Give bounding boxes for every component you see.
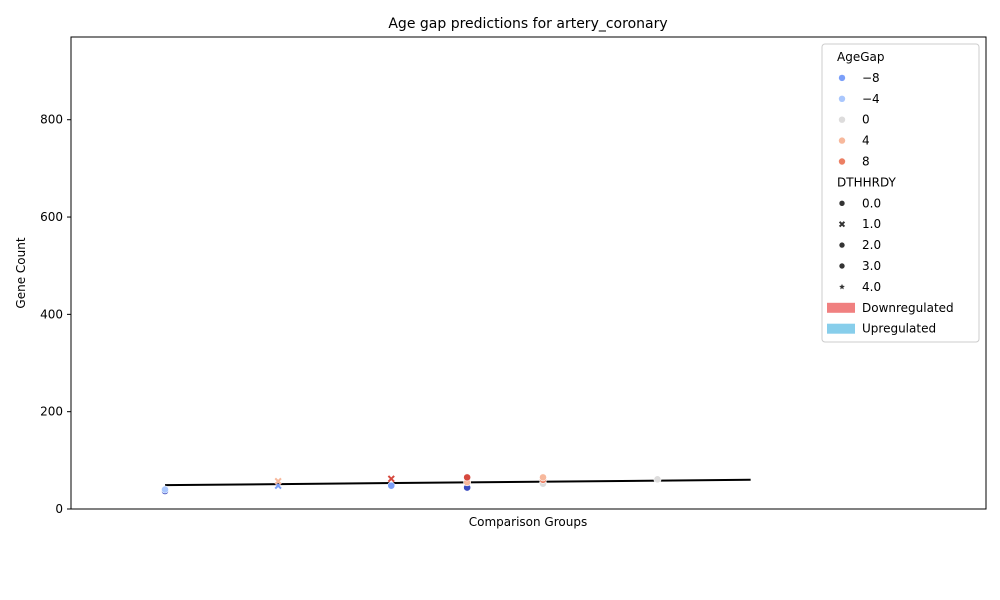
legend-style-label: 1.0 [862, 217, 881, 231]
y-axis-ticks: 0 200 400 600 800 [40, 113, 71, 516]
legend-style-title: DTHHRDY [837, 175, 897, 189]
y-tick-label: 800 [40, 113, 63, 127]
trend-line-group [164, 478, 751, 487]
legend-bar-label: Upregulated [862, 322, 936, 336]
legend-bar-swatch [827, 302, 855, 313]
chart-title: Age gap predictions for artery_coronary [388, 16, 667, 32]
legend-style-label: 0.0 [862, 196, 881, 210]
legend-style-marker [838, 241, 846, 249]
data-point [387, 481, 396, 490]
legend-hue-marker [838, 95, 846, 103]
legend-hue-marker [838, 74, 846, 82]
legend-hue-label: −4 [862, 92, 880, 106]
x-marker-stroke [838, 221, 846, 228]
legend-hue-marker [838, 137, 846, 144]
data-point [463, 473, 472, 482]
trend-line [164, 478, 751, 487]
legend-hue-label: −8 [862, 71, 880, 85]
legend-style-label: 3.0 [862, 259, 881, 273]
legend-style-marker [838, 262, 846, 270]
legend-hue-label: 4 [862, 134, 870, 148]
legend-hue-title: AgeGap [837, 50, 884, 64]
legend-style-marker [838, 200, 846, 207]
legend: AgeGap −8 −4 0 4 8 DTHHRDY 0.0 1.0 2.0 3.0 4.0 Downr… [821, 43, 980, 343]
data-point [387, 475, 395, 483]
legend-bar-label: Downregulated [862, 301, 954, 315]
data-point [274, 477, 282, 485]
legend-hue-marker [838, 158, 846, 165]
legend-hue-marker [838, 116, 846, 123]
y-tick-label: 600 [40, 210, 63, 224]
data-point [653, 475, 662, 484]
data-point [161, 485, 169, 494]
legend-style-label: 4.0 [862, 280, 881, 294]
x-marker-stroke [274, 477, 282, 485]
x-marker-stroke [387, 475, 395, 483]
y-tick-label: 0 [55, 502, 63, 516]
legend-style-marker [839, 283, 845, 290]
y-tick-label: 200 [40, 405, 63, 419]
legend-style-label: 2.0 [862, 238, 881, 252]
legend-hue-label: 8 [862, 155, 870, 169]
legend-frame [821, 43, 980, 343]
legend-hue-label: 0 [862, 113, 870, 127]
x-axis-label: Comparison Groups [469, 515, 587, 529]
legend-bar-swatch [827, 323, 855, 334]
scatter-points [161, 473, 662, 495]
y-axis-label: Gene Count [14, 237, 28, 308]
data-point [539, 473, 547, 482]
y-tick-label: 400 [40, 307, 63, 321]
legend-style-marker [838, 221, 846, 228]
